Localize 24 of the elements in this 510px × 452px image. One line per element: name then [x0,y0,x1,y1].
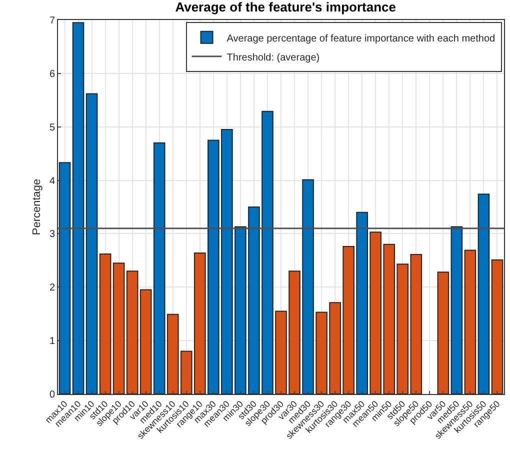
bar [72,22,84,394]
bar [86,93,98,394]
bar [464,250,476,394]
bar [491,259,504,394]
y-tick-label: 7 [49,16,56,26]
y-tick-label: 1 [49,336,56,348]
y-tick-label: 6 [49,68,56,80]
y-axis-title: Percentage [31,178,44,236]
bar [478,194,490,394]
y-tick-label: 5 [49,122,56,134]
y-tick-label: 2 [49,282,56,294]
bar [126,270,138,394]
y-tick-label: 4 [49,176,56,187]
y-tick-label: 3 [49,229,56,240]
bar [450,226,463,394]
legend-label: Threshold: (average) [226,52,320,64]
bar [437,272,450,394]
y-tick-label: 0 [49,390,56,400]
legend-label: Average percentage of feature importance with each method [226,33,496,44]
chart-title: Average of the feature's importance [175,0,396,14]
bar [99,254,112,394]
bar [112,262,125,394]
bar [58,162,71,394]
bar [410,254,422,394]
